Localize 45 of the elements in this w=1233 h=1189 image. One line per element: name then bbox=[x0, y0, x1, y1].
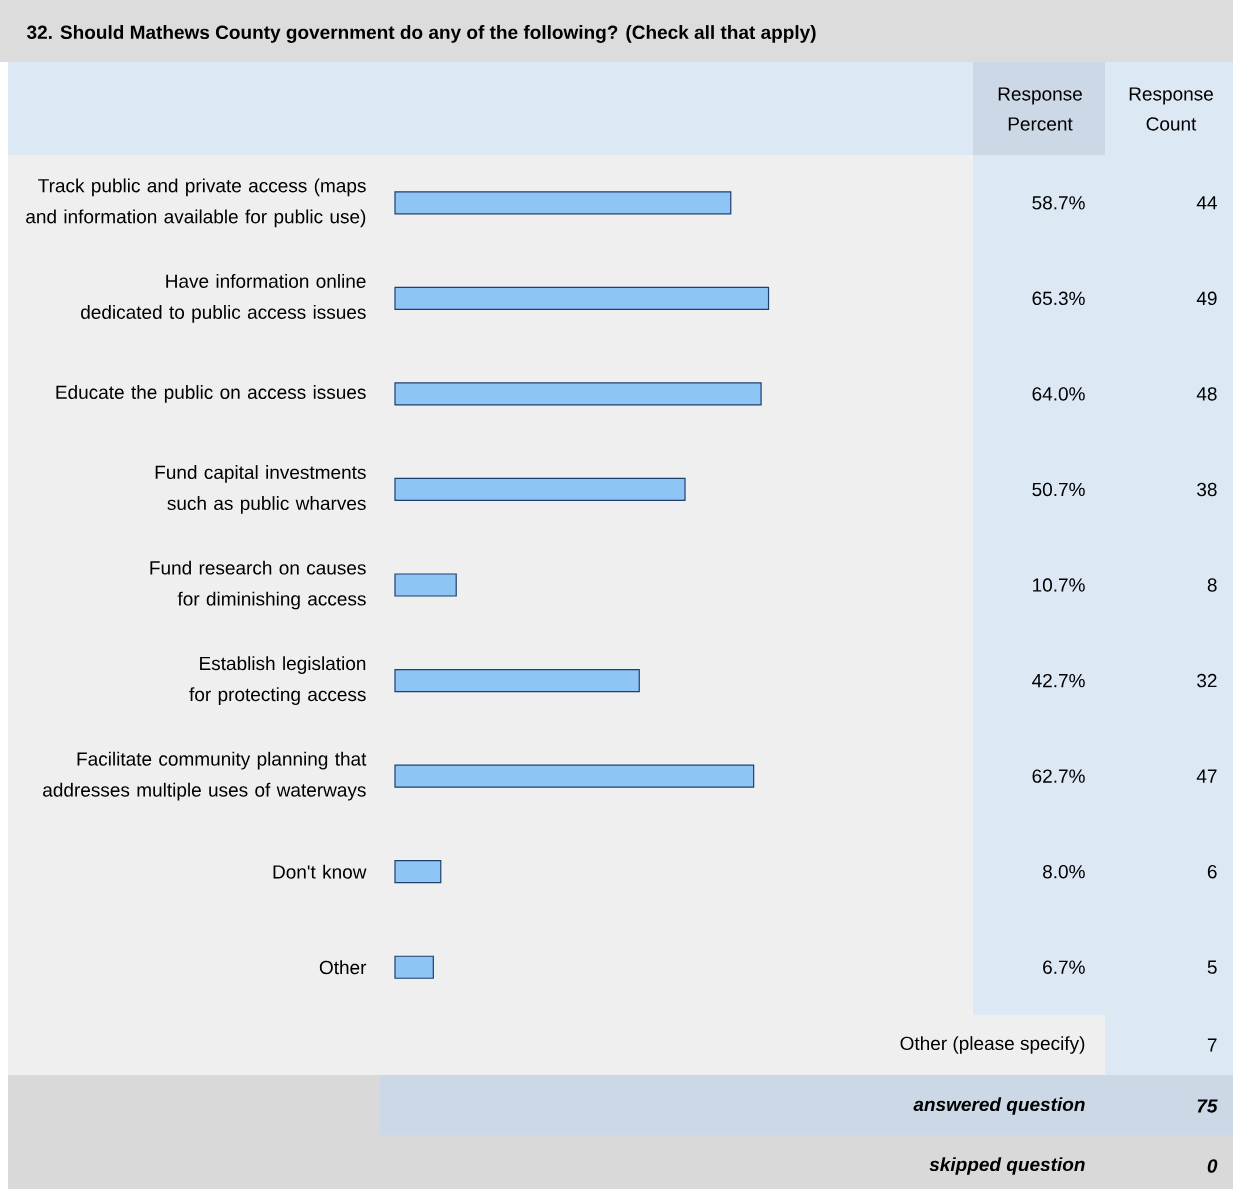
chart-title: 32. Should Mathews County government do any of the following? (Check all that apply) bbox=[26, 25, 816, 43]
bar bbox=[394, 477, 686, 502]
text: 0 bbox=[1207, 1159, 1218, 1173]
data-label: 8.0% bbox=[1043, 864, 1085, 879]
y-tick-label: Fund research on causes for diminishing access bbox=[150, 560, 366, 610]
text: Response Percent bbox=[998, 87, 1082, 131]
data-label: 10.7% bbox=[1033, 578, 1085, 592]
text: 38 bbox=[1197, 482, 1217, 497]
text: skipped question bbox=[929, 1157, 1085, 1175]
text: 5 bbox=[1207, 960, 1217, 974]
data-label: 62.7% bbox=[1032, 769, 1085, 783]
text: 48 bbox=[1196, 387, 1217, 401]
y-tick-label: Track public and private access (maps and information available for public use) bbox=[26, 178, 366, 228]
y-tick-label: Facilitate community planning that addresses multiple uses of waterways bbox=[43, 751, 367, 801]
text: 49 bbox=[1196, 291, 1217, 306]
bar bbox=[394, 191, 732, 215]
data-label: 50.7% bbox=[1032, 482, 1085, 497]
y-tick-label: Have information online dedicated to public access issues bbox=[81, 273, 366, 323]
text: 75 bbox=[1197, 1099, 1218, 1113]
text: 7 bbox=[1207, 1038, 1217, 1052]
data-label: 65.3% bbox=[1032, 291, 1085, 306]
data-label: 64.0% bbox=[1032, 387, 1085, 401]
data-label: 58.7% bbox=[1032, 196, 1085, 210]
bar bbox=[394, 764, 755, 788]
bar bbox=[394, 955, 434, 979]
bar bbox=[394, 382, 762, 406]
data-label: 6.7% bbox=[1043, 960, 1085, 974]
y-tick-label: Educate the public on access issues bbox=[56, 385, 366, 403]
y-tick-label: Don't know bbox=[273, 864, 367, 879]
bar bbox=[394, 573, 457, 597]
text: 6 bbox=[1207, 864, 1217, 879]
text: answered question bbox=[913, 1097, 1085, 1115]
data-label: 42.7% bbox=[1032, 673, 1085, 688]
text: 32 bbox=[1197, 673, 1217, 688]
y-tick-label: Establish legislation for protecting access bbox=[189, 656, 366, 705]
text: Response Count bbox=[1129, 87, 1213, 131]
y-tick-label: Other bbox=[319, 960, 367, 975]
bar bbox=[394, 668, 640, 693]
bar bbox=[394, 286, 770, 310]
text: 47 bbox=[1196, 769, 1217, 783]
text: Other (please specify) bbox=[900, 1036, 1085, 1054]
bar bbox=[394, 860, 442, 884]
y-tick-label: Fund capital investments such as public wharves bbox=[155, 465, 366, 514]
text: 8 bbox=[1207, 578, 1217, 592]
text: 44 bbox=[1196, 196, 1217, 210]
